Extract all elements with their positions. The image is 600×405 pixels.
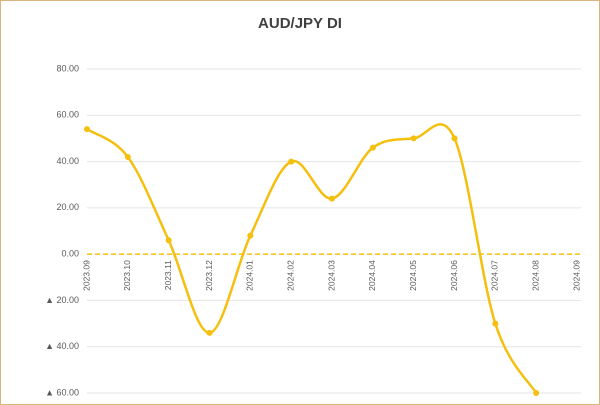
data-point bbox=[533, 390, 540, 396]
x-tick-label: 2024.01 bbox=[245, 260, 255, 291]
y-tick-label: 0.00 bbox=[61, 249, 79, 259]
x-tick-label: 2024.03 bbox=[326, 260, 336, 291]
x-tick-label: 2023.12 bbox=[204, 260, 214, 291]
data-point bbox=[451, 135, 458, 142]
data-point bbox=[288, 158, 295, 165]
data-point bbox=[247, 232, 254, 239]
data-point bbox=[84, 126, 90, 133]
x-tick-label: 2024.09 bbox=[571, 260, 581, 291]
y-tick-label: ▲ 20.00 bbox=[45, 295, 79, 305]
y-tick-label: 80.00 bbox=[56, 63, 79, 73]
x-tick-label: 2024.08 bbox=[530, 260, 540, 291]
x-tick-label: 2024.02 bbox=[285, 260, 295, 291]
data-point bbox=[369, 144, 376, 151]
chart-title: AUD/JPY DI bbox=[258, 15, 342, 32]
data-point bbox=[165, 237, 172, 244]
data-point bbox=[492, 320, 499, 327]
x-tick-label: 2023.09 bbox=[81, 260, 91, 291]
y-tick-label: ▲ 40.00 bbox=[45, 341, 79, 351]
x-tick-label: 2024.05 bbox=[408, 260, 418, 291]
x-tick-label: 2024.04 bbox=[367, 260, 377, 291]
x-tick-label: 2023.11 bbox=[163, 260, 173, 290]
data-point bbox=[410, 135, 417, 142]
y-tick-label: ▲ 60.00 bbox=[45, 387, 79, 397]
data-point bbox=[206, 329, 213, 336]
x-tick-label: 2024.06 bbox=[449, 260, 459, 291]
x-tick-label: 2024.07 bbox=[490, 260, 500, 291]
data-point bbox=[329, 195, 335, 202]
x-tick-label: 2023.10 bbox=[122, 260, 132, 291]
y-tick-label: 60.00 bbox=[56, 110, 79, 120]
y-tick-label: 20.00 bbox=[56, 202, 79, 212]
data-line bbox=[86, 123, 538, 394]
y-tick-label: 40.00 bbox=[56, 156, 79, 166]
data-point bbox=[124, 153, 131, 160]
